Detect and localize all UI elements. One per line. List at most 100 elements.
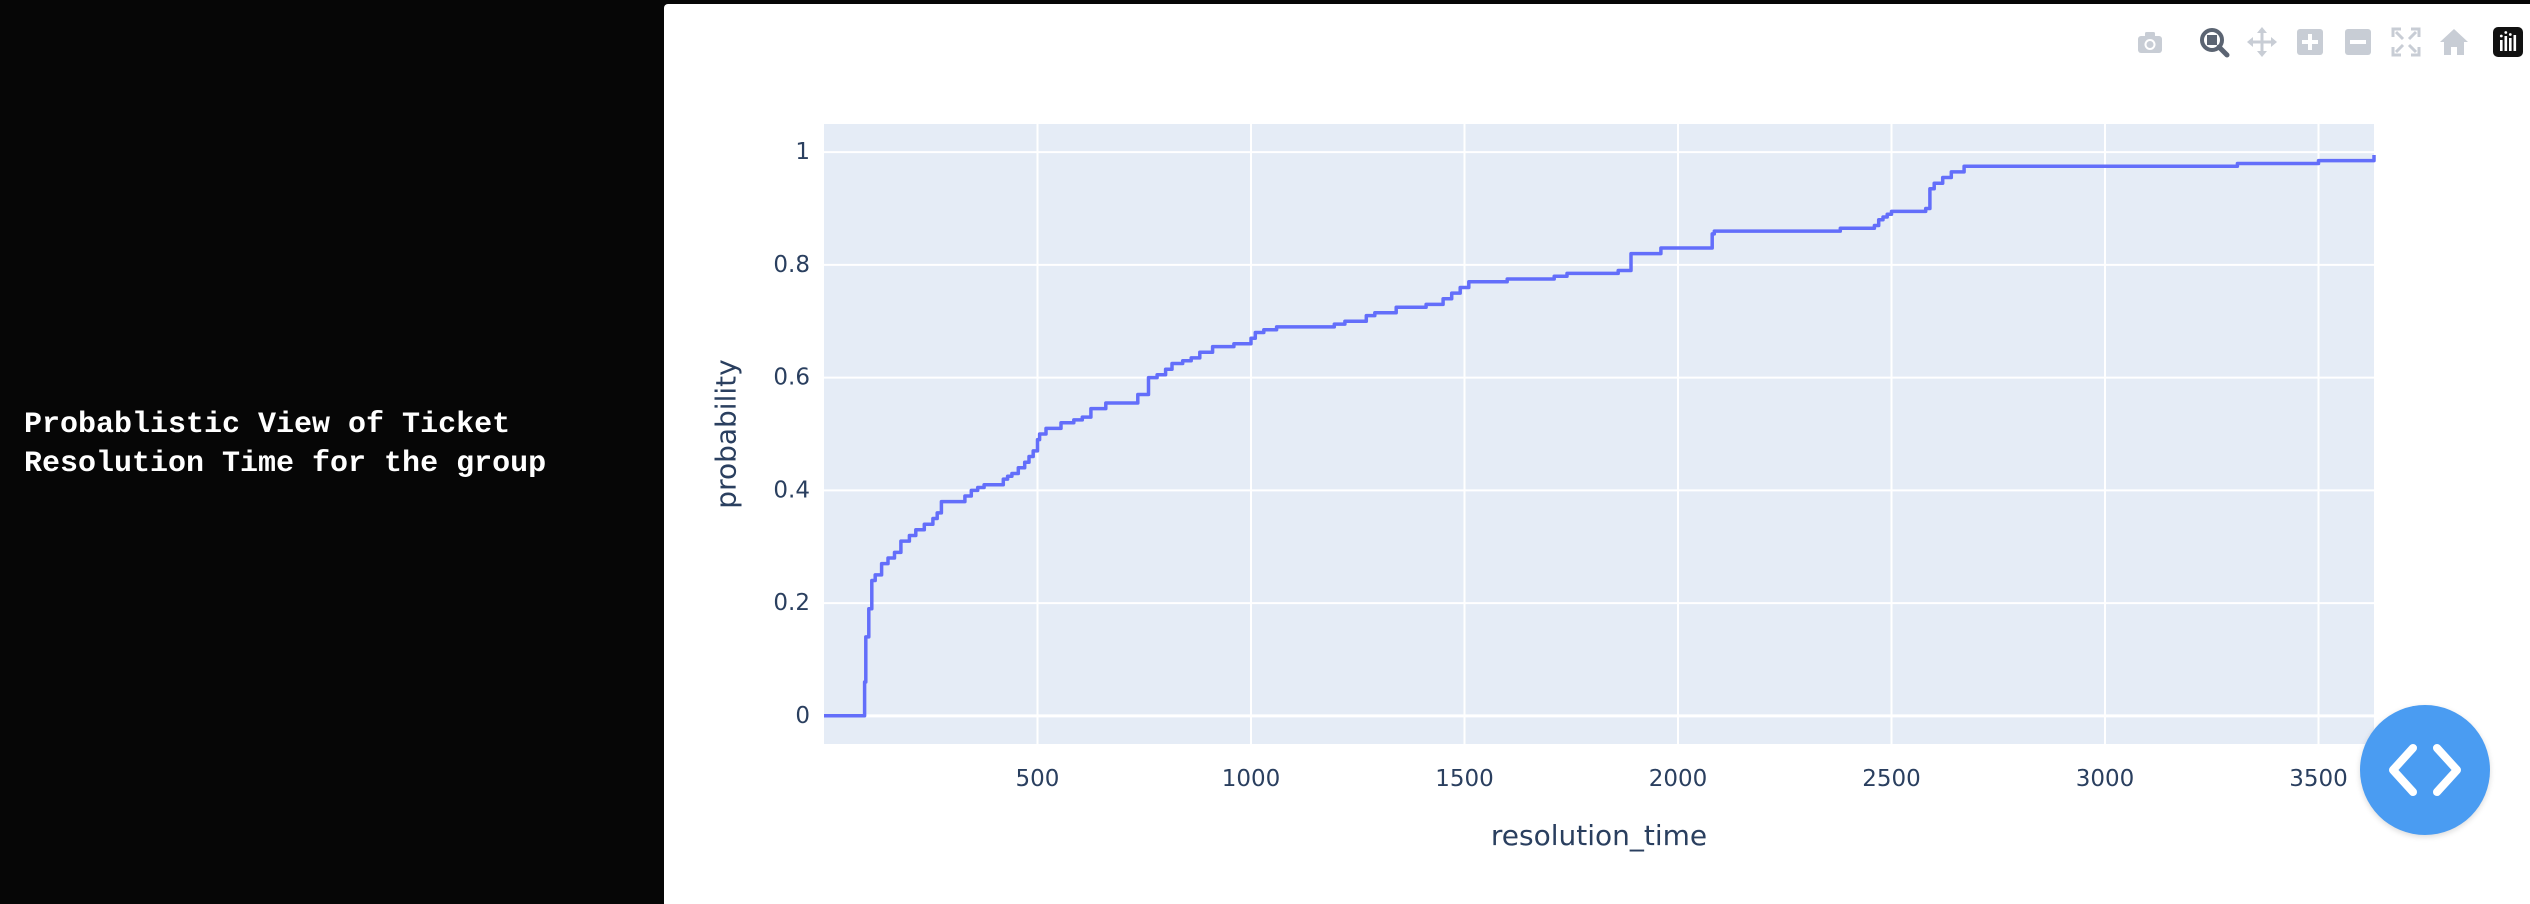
data-point[interactable] xyxy=(1658,245,1664,251)
data-point[interactable] xyxy=(1927,186,1933,192)
data-point[interactable] xyxy=(885,555,891,561)
data-point[interactable] xyxy=(1940,175,1946,181)
data-point[interactable] xyxy=(1274,324,1280,330)
data-point[interactable] xyxy=(866,606,872,612)
data-point[interactable] xyxy=(1961,163,1967,169)
data-point[interactable] xyxy=(934,510,940,516)
data-point[interactable] xyxy=(1261,327,1267,333)
data-point[interactable] xyxy=(872,572,878,578)
data-point[interactable] xyxy=(1948,169,1954,175)
data-point[interactable] xyxy=(1154,372,1160,378)
data-point[interactable] xyxy=(1440,296,1446,302)
data-point[interactable] xyxy=(1504,276,1510,282)
data-point[interactable] xyxy=(938,499,944,505)
data-point[interactable] xyxy=(1058,420,1064,426)
data-point[interactable] xyxy=(1837,225,1843,231)
data-point[interactable] xyxy=(1188,355,1194,361)
data-point[interactable] xyxy=(1393,304,1399,310)
data-point[interactable] xyxy=(1009,470,1015,476)
y-tick-label: 1 xyxy=(795,139,810,165)
data-point[interactable] xyxy=(1457,284,1463,290)
data-point[interactable] xyxy=(906,532,912,538)
series-line[interactable] xyxy=(824,155,2376,718)
data-point[interactable] xyxy=(1711,228,1717,234)
data-point[interactable] xyxy=(862,679,868,685)
data-point[interactable] xyxy=(891,549,897,555)
data-point[interactable] xyxy=(2187,163,2193,169)
data-point[interactable] xyxy=(1466,279,1472,285)
plotly-logo-icon[interactable] xyxy=(2490,24,2526,60)
data-point[interactable] xyxy=(1030,448,1036,454)
data-point[interactable] xyxy=(898,538,904,544)
data-point[interactable] xyxy=(968,487,974,493)
data-point[interactable] xyxy=(1760,228,1766,234)
data-point[interactable] xyxy=(1169,361,1175,367)
data-point[interactable] xyxy=(1615,268,1621,274)
data-point[interactable] xyxy=(2371,152,2377,158)
data-point[interactable] xyxy=(1146,375,1152,381)
data-point[interactable] xyxy=(1931,180,1937,186)
data-point[interactable] xyxy=(1231,341,1237,347)
data-point[interactable] xyxy=(975,485,981,491)
data-point[interactable] xyxy=(1135,392,1141,398)
data-point[interactable] xyxy=(1342,318,1348,324)
zoom-out-icon[interactable] xyxy=(2340,24,2376,60)
code-toggle-button[interactable] xyxy=(2360,705,2490,835)
zoom-icon[interactable] xyxy=(2196,24,2232,60)
left-pane: Probablistic View of Ticket Resolution T… xyxy=(0,0,664,904)
data-point[interactable] xyxy=(1043,425,1049,431)
data-point[interactable] xyxy=(1551,273,1557,279)
data-point[interactable] xyxy=(879,561,885,567)
data-point[interactable] xyxy=(1015,465,1021,471)
autoscale-icon[interactable] xyxy=(2388,24,2424,60)
data-point[interactable] xyxy=(1163,366,1169,372)
data-point[interactable] xyxy=(1363,313,1369,319)
data-point[interactable] xyxy=(2017,163,2023,169)
data-point[interactable] xyxy=(1197,349,1203,355)
data-point[interactable] xyxy=(863,634,869,640)
data-point[interactable] xyxy=(1248,335,1254,341)
data-point[interactable] xyxy=(1034,437,1040,443)
data-point[interactable] xyxy=(981,482,987,488)
data-point[interactable] xyxy=(1803,228,1809,234)
camera-icon[interactable] xyxy=(2132,24,2168,60)
data-point[interactable] xyxy=(1423,301,1429,307)
data-point[interactable] xyxy=(869,578,875,584)
data-point[interactable] xyxy=(1628,251,1634,257)
y-tick-label: 0.6 xyxy=(773,365,810,391)
data-point[interactable] xyxy=(1372,310,1378,316)
y-axis-title: probability xyxy=(710,359,743,508)
data-point[interactable] xyxy=(2315,158,2321,164)
data-point[interactable] xyxy=(1210,344,1216,350)
data-point[interactable] xyxy=(821,713,827,719)
data-point[interactable] xyxy=(1037,431,1043,437)
data-point[interactable] xyxy=(1970,163,1976,169)
data-point[interactable] xyxy=(921,521,927,527)
data-point[interactable] xyxy=(1071,417,1077,423)
chart[interactable]: 500 1000 1500 2000 2500 3000 3500 0 0.2 0.4 0.6 0.8… xyxy=(664,4,2530,904)
data-point[interactable] xyxy=(1022,459,1028,465)
data-point[interactable] xyxy=(1088,406,1094,412)
x-tick-label: 1500 xyxy=(1435,766,1494,792)
x-tick-label: 2500 xyxy=(1862,766,1921,792)
data-point[interactable] xyxy=(1564,270,1570,276)
reset-axes-icon[interactable] xyxy=(2436,24,2472,60)
data-point[interactable] xyxy=(1180,358,1186,364)
data-point[interactable] xyxy=(1331,321,1337,327)
data-point[interactable] xyxy=(2234,160,2240,166)
data-point[interactable] xyxy=(1079,414,1085,420)
data-point[interactable] xyxy=(1252,330,1258,336)
data-point[interactable] xyxy=(1888,208,1894,214)
data-point[interactable] xyxy=(1449,290,1455,296)
data-point[interactable] xyxy=(1871,222,1877,228)
data-point[interactable] xyxy=(962,493,968,499)
data-point[interactable] xyxy=(1103,400,1109,406)
plot-area[interactable] xyxy=(824,124,2374,744)
zoom-in-icon[interactable] xyxy=(2292,24,2328,60)
data-point[interactable] xyxy=(1923,206,1929,212)
pan-icon[interactable] xyxy=(2244,24,2280,60)
data-point[interactable] xyxy=(930,516,936,522)
data-point[interactable] xyxy=(913,527,919,533)
data-point[interactable] xyxy=(1026,454,1032,460)
data-point[interactable] xyxy=(2102,163,2108,169)
